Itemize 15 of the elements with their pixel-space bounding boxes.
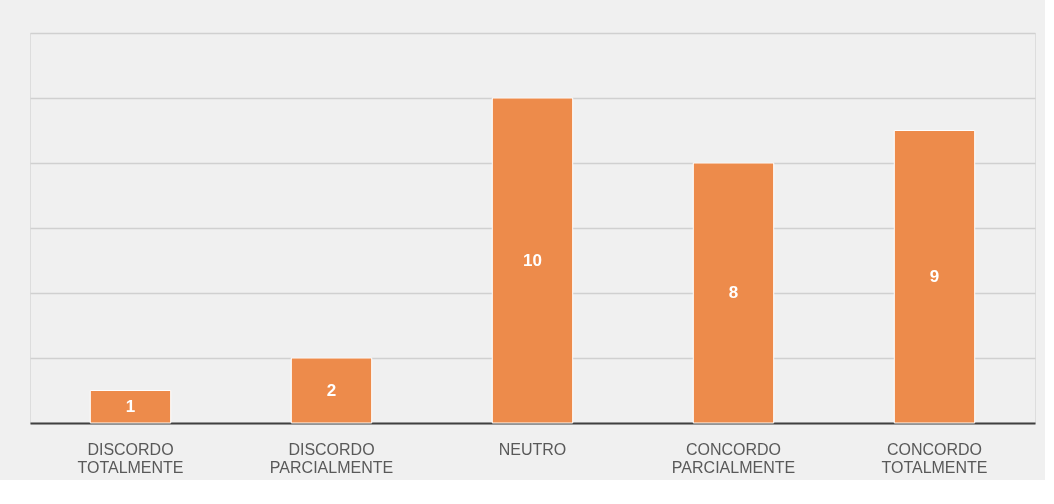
- bar: [89, 390, 172, 424]
- data-label: 10: [523, 250, 542, 270]
- bar: [893, 130, 976, 424]
- x-tick-label: CONCORDO PARCIALMENTE: [671, 440, 796, 476]
- data-label: 9: [929, 266, 940, 286]
- x-tick-label: DISCORDO TOTALMENTE: [77, 440, 184, 476]
- data-label: 1: [125, 396, 136, 416]
- x-tick-label: DISCORDO PARCIALMENTE: [269, 440, 394, 476]
- x-tick-label: NEUTRO: [498, 440, 567, 458]
- x-tick-label: CONCORDO TOTALMENTE: [881, 440, 988, 476]
- bar: [290, 357, 373, 424]
- bar: [491, 97, 574, 424]
- data-label: 8: [728, 283, 739, 302]
- bar: [692, 162, 775, 424]
- data-label: 2: [326, 380, 337, 400]
